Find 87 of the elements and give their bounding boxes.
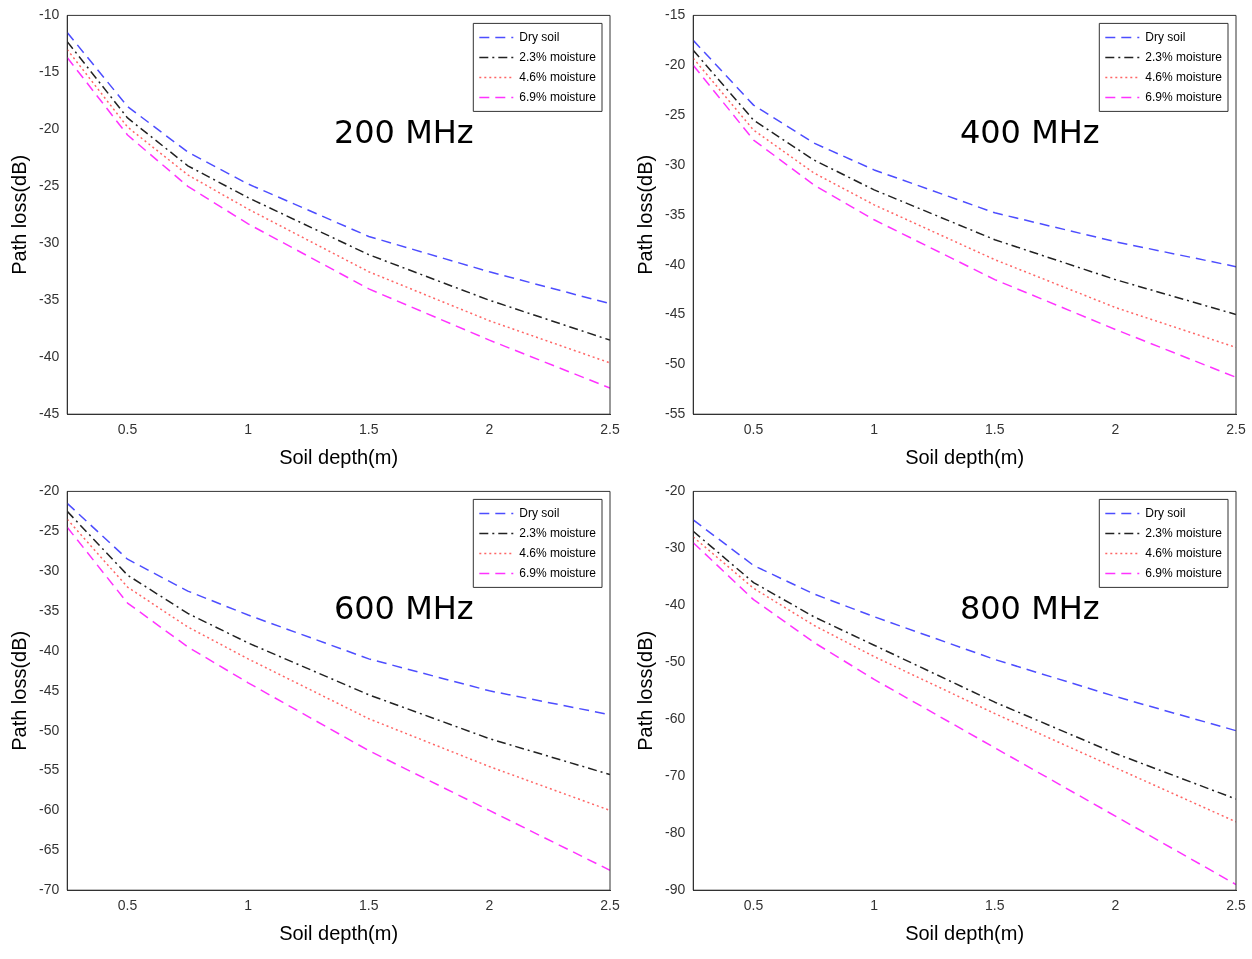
y-tick-label: -25 <box>665 105 686 122</box>
annotation: 400 MHz <box>959 113 1100 152</box>
y-tick-label: -15 <box>665 6 686 23</box>
x-axis-title: Soil depth(m) <box>279 921 399 944</box>
y-tick-label: -45 <box>39 405 60 422</box>
x-tick-label: 2.5 <box>600 897 620 914</box>
x-tick-label: 0.5 <box>117 897 138 914</box>
legend-label: Dry soil <box>1145 505 1186 520</box>
x-tick-label: 2 <box>1111 897 1120 914</box>
y-tick-label: -30 <box>665 539 686 556</box>
annotation: 200 MHz <box>333 113 474 152</box>
legend-label: 2.3% moisture <box>519 525 597 540</box>
legend-label: 4.6% moisture <box>1145 69 1223 84</box>
x-tick-label: 1 <box>244 421 253 438</box>
legend-label: Dry soil <box>519 29 560 44</box>
legend-label: 4.6% moisture <box>519 545 597 560</box>
annotation: 800 MHz <box>959 589 1100 628</box>
y-tick-label: -10 <box>39 6 60 23</box>
y-tick-label: -70 <box>39 881 60 898</box>
line-series <box>693 541 1236 886</box>
y-tick-label: -20 <box>665 56 686 73</box>
legend-label: 2.3% moisture <box>1145 49 1223 64</box>
x-tick-label: 2.5 <box>600 421 620 438</box>
y-tick-label: -55 <box>665 405 686 422</box>
legend-label: Dry soil <box>519 505 560 520</box>
y-tick-label: -40 <box>39 641 60 658</box>
y-tick-label: -45 <box>39 681 60 698</box>
y-tick-label: -90 <box>665 881 686 898</box>
y-tick-label: -60 <box>665 710 686 727</box>
y-tick-label: -40 <box>665 255 686 272</box>
x-tick-label: 1 <box>870 421 879 438</box>
x-axis-title: Soil depth(m) <box>905 445 1025 468</box>
y-tick-label: -60 <box>39 801 60 818</box>
y-tick-label: -30 <box>665 155 686 172</box>
legend-label: Dry soil <box>1145 29 1186 44</box>
legend-label: 6.9% moisture <box>1145 89 1223 104</box>
y-tick-label: -50 <box>665 653 686 670</box>
y-axis-title: Path loss(dB) <box>633 154 656 275</box>
x-axis-title: Soil depth(m) <box>279 445 399 468</box>
y-tick-label: -35 <box>665 205 686 222</box>
y-tick-label: -80 <box>665 824 686 841</box>
x-tick-label: 1 <box>244 897 253 914</box>
y-tick-label: -30 <box>39 234 60 251</box>
x-tick-label: 1.5 <box>985 897 1005 914</box>
x-tick-label: 1.5 <box>359 897 379 914</box>
annotation: 600 MHz <box>333 589 474 628</box>
x-tick-label: 2 <box>485 421 494 438</box>
x-tick-label: 1.5 <box>985 421 1005 438</box>
x-tick-label: 2.5 <box>1226 897 1246 914</box>
y-axis-title: Path loss(dB) <box>633 630 656 751</box>
x-tick-label: 1 <box>870 897 879 914</box>
y-tick-label: -15 <box>39 63 60 80</box>
x-tick-label: 1.5 <box>359 421 379 438</box>
x-tick-label: 2.5 <box>1226 421 1246 438</box>
legend-label: 2.3% moisture <box>519 49 597 64</box>
y-tick-label: -20 <box>665 482 686 499</box>
legend-label: 4.6% moisture <box>1145 545 1223 560</box>
y-tick-label: -50 <box>665 355 686 372</box>
line-series <box>693 519 1236 732</box>
y-tick-label: -30 <box>39 562 60 579</box>
x-tick-label: 0.5 <box>743 421 764 438</box>
legend-label: 2.3% moisture <box>1145 525 1223 540</box>
y-tick-label: -40 <box>39 348 60 365</box>
line-series <box>67 526 610 872</box>
x-tick-label: 2 <box>485 897 494 914</box>
y-tick-label: -55 <box>39 761 60 778</box>
legend-label: 4.6% moisture <box>519 69 597 84</box>
y-tick-label: -45 <box>665 305 686 322</box>
y-tick-label: -20 <box>39 482 60 499</box>
y-tick-label: -65 <box>39 841 60 858</box>
y-tick-label: -35 <box>39 601 60 618</box>
y-tick-label: -35 <box>39 291 60 308</box>
y-tick-label: -70 <box>665 767 686 784</box>
y-tick-label: -40 <box>665 596 686 613</box>
legend-label: 6.9% moisture <box>519 89 597 104</box>
x-tick-label: 0.5 <box>743 897 764 914</box>
y-tick-label: -25 <box>39 177 60 194</box>
y-tick-label: -25 <box>39 522 60 539</box>
x-tick-label: 2 <box>1111 421 1120 438</box>
y-axis-title: Path loss(dB) <box>7 630 30 751</box>
y-axis-title: Path loss(dB) <box>7 154 30 275</box>
y-tick-label: -20 <box>39 120 60 137</box>
legend-label: 6.9% moisture <box>519 565 597 580</box>
legend-label: 6.9% moisture <box>1145 565 1223 580</box>
x-tick-label: 0.5 <box>117 421 138 438</box>
y-tick-label: -50 <box>39 721 60 738</box>
x-axis-title: Soil depth(m) <box>905 921 1025 944</box>
